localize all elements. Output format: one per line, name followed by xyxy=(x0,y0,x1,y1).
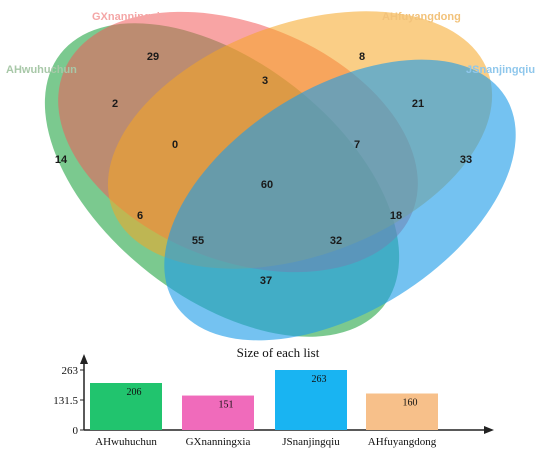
region-count-gx-fy: 3 xyxy=(262,75,268,87)
set-label-gxnanningxia: GXnanningxia xyxy=(92,11,167,23)
y-tick-label: 0 xyxy=(73,425,79,437)
y-tick-label: 131.5 xyxy=(53,395,78,407)
category-label: JSnanjingqiu xyxy=(282,436,340,448)
region-count-wu-gx-fy: 0 xyxy=(172,139,178,151)
y-axis-arrow xyxy=(80,354,88,364)
region-count-wu-fy: 6 xyxy=(137,210,143,222)
bar-chart: Size of each list 0 131.5 263 206 151 263 160… xyxy=(53,345,494,448)
bar-ahwuhuchun xyxy=(90,383,162,430)
bar-chart-title: Size of each list xyxy=(237,345,320,360)
venn-ellipses xyxy=(44,11,516,341)
bar-value-label: 263 xyxy=(312,374,327,385)
bar-value-label: 160 xyxy=(403,397,418,408)
set-label-jsnanjingqiu: JSnanjingqiu xyxy=(466,64,535,76)
bar-jsnanjingqiu xyxy=(275,370,347,430)
x-axis-arrow xyxy=(484,426,494,434)
bar-ahfuyangdong xyxy=(366,393,438,430)
bar-value-label: 206 xyxy=(127,387,142,398)
region-count-wu-fy-js: 55 xyxy=(192,235,204,247)
region-count-wu-only: 14 xyxy=(55,154,68,166)
region-count-gx-fy-js: 7 xyxy=(354,139,360,151)
region-count-wu-gx-js: 32 xyxy=(330,235,342,247)
region-count-fy-js: 21 xyxy=(412,98,424,110)
region-count-fy-only: 8 xyxy=(359,51,365,63)
region-count-gx-only: 29 xyxy=(147,51,159,63)
bar-gxnanningxia xyxy=(182,395,254,430)
set-label-ahwuhuchun: AHwuhuchun xyxy=(6,64,77,76)
set-label-ahfuyangdong: AHfuyangdong xyxy=(382,11,461,23)
category-label: AHfuyangdong xyxy=(368,436,437,448)
region-count-js-only: 33 xyxy=(460,154,472,166)
region-count-wu-js: 37 xyxy=(260,275,272,287)
bar-value-label: 151 xyxy=(219,400,234,411)
category-label: GXnanningxia xyxy=(186,436,251,448)
region-count-wu-gx: 2 xyxy=(112,98,118,110)
y-tick-label: 263 xyxy=(62,365,79,377)
region-count-gx-js: 18 xyxy=(390,210,402,222)
region-count-all-four: 60 xyxy=(261,179,273,191)
ellipse-jsnanjingqiu xyxy=(164,59,516,341)
category-label: AHwuhuchun xyxy=(95,436,157,448)
